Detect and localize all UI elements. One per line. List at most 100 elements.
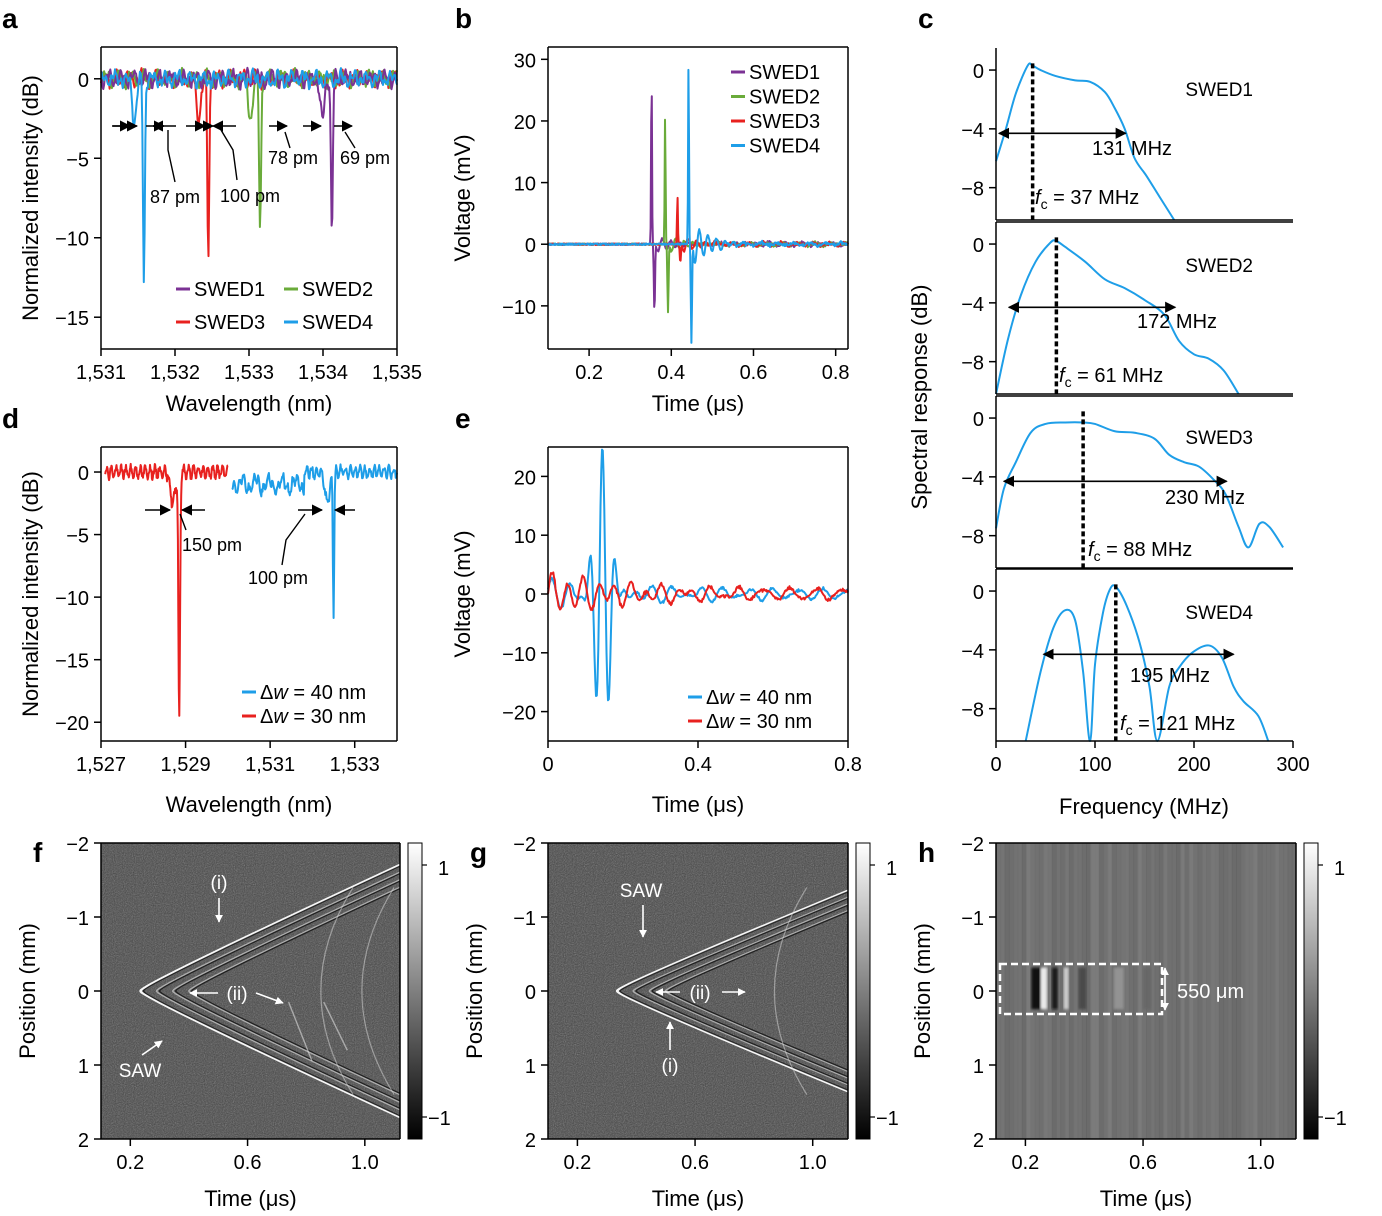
y-axis-label-c: Spectral response (dB) — [907, 285, 932, 510]
d-xtick-label: 1,531 — [245, 754, 295, 776]
stripe — [1026, 843, 1032, 1139]
c-2-ytick-label: −4 — [961, 294, 984, 316]
subplot-swed1: 0 −4 −8 131 MHz SWED1 fc = 37 MHz — [961, 48, 1294, 221]
legend-delta: Δ — [260, 706, 273, 728]
stripe — [1107, 843, 1113, 1139]
e-xtick-label: 0.4 — [684, 754, 712, 776]
annotation-550um: 550 μm — [1177, 981, 1244, 1003]
panel-label-d: d — [2, 403, 19, 434]
d-ytick-label: −10 — [55, 588, 89, 610]
d-xtick-label: 1,527 — [76, 754, 126, 776]
c-3-ytick-label: −8 — [961, 527, 984, 549]
a-ytick-label: −10 — [55, 229, 89, 251]
stripe — [1171, 843, 1177, 1139]
stripe — [1000, 843, 1006, 1139]
legend-label-swed2: SWED2 — [749, 87, 820, 109]
wavefront-dark — [142, 865, 400, 1117]
wavefront-dark — [619, 891, 848, 1091]
legend-label-swed1: SWED1 — [194, 279, 265, 301]
legend-label-swed3: SWED3 — [194, 312, 265, 334]
stripe — [1150, 843, 1156, 1139]
annotation-150pm: 150 pm — [182, 535, 242, 555]
b-xtick-label: 0.8 — [822, 362, 850, 384]
c-4-ytick-label: −8 — [961, 700, 984, 722]
stripe — [1103, 843, 1109, 1139]
secondary-front — [361, 887, 395, 1095]
response-curve-swed2 — [995, 239, 1240, 395]
series-swed3 — [547, 196, 849, 262]
wavefront-dark — [667, 911, 848, 1071]
annotation-saw: SAW — [119, 1061, 162, 1082]
axes-frame-c-1 — [995, 48, 1293, 221]
wavefront — [155, 871, 400, 1111]
x-axis-label-b: Time (μs) — [652, 391, 745, 416]
x-axis-label-h: Time (μs) — [1100, 1186, 1193, 1211]
ytick-label: 2 — [78, 1130, 89, 1152]
stripe — [1086, 843, 1092, 1139]
secondary-front — [320, 887, 354, 1095]
legend-delta: Δ — [260, 682, 273, 704]
stripe — [1008, 843, 1015, 1139]
annotation-saw: SAW — [620, 881, 663, 902]
signal-band — [1078, 967, 1087, 1010]
x-axis-label-f: Time (μs) — [204, 1186, 297, 1211]
d-ytick-label: −20 — [55, 713, 89, 735]
stripe — [1098, 843, 1105, 1139]
stripe — [1287, 843, 1293, 1139]
response-curve-swed1 — [995, 62, 1176, 221]
stripe — [1266, 843, 1272, 1139]
stripe — [1261, 843, 1267, 1139]
stripe — [1218, 843, 1225, 1139]
fc-symbol: f — [1035, 187, 1043, 209]
ytick-label: 1 — [78, 1056, 89, 1078]
ytick-label: −1 — [513, 908, 536, 930]
x-axis-label-a: Wavelength (nm) — [166, 391, 333, 416]
d-xtick-label: 1,533 — [330, 754, 380, 776]
axes-frame-c-2 — [995, 221, 1293, 395]
panel-label-g: g — [470, 837, 487, 868]
heatmap-noise — [548, 843, 848, 1139]
heatmap-content — [548, 843, 848, 1139]
b-ytick-label: 10 — [514, 174, 536, 196]
ytick-label: −2 — [961, 834, 984, 856]
fc-subscript: c — [1094, 548, 1101, 564]
fc-subscript: c — [1041, 196, 1048, 212]
ytick-label: −1 — [66, 908, 89, 930]
legend-value: = 30 nm — [288, 706, 366, 728]
stripe — [1188, 843, 1195, 1139]
y-axis-label-e: Voltage (mV) — [450, 530, 475, 657]
c-3-ytick-label: −4 — [961, 468, 984, 490]
wavefront — [188, 886, 400, 1096]
stripe — [996, 843, 1002, 1139]
legend-label-swed4: SWED4 — [749, 136, 820, 158]
series-dw-30 — [104, 462, 229, 717]
e-ytick-label: 20 — [514, 467, 536, 489]
colorbar-g — [855, 842, 871, 1140]
legend-label-swed1: SWED1 — [749, 62, 820, 84]
wavefront — [616, 889, 848, 1093]
legend-w: w — [273, 706, 289, 728]
y-axis-label-d: Normalized intensity (dB) — [18, 471, 43, 717]
ytick-label: 0 — [973, 982, 984, 1004]
stripe — [1094, 843, 1100, 1139]
fc-value: = 61 MHz — [1072, 365, 1164, 387]
e-ytick-label: −10 — [502, 644, 536, 666]
d-ytick-label: 0 — [78, 463, 89, 485]
stripe — [1124, 843, 1130, 1139]
c-xtick-label: 300 — [1276, 754, 1309, 776]
stripe — [1270, 843, 1276, 1139]
y-axis-label-g: Position (mm) — [462, 923, 487, 1059]
stripe — [1206, 843, 1212, 1139]
y-axis-label-a: Normalized intensity (dB) — [18, 75, 43, 321]
colorbar-label-max: 1 — [438, 858, 449, 880]
a-ytick-label: 0 — [78, 70, 89, 92]
bandwidth-label-swed4: 195 MHz — [1130, 665, 1210, 687]
chart-h: −2 −1 0 1 2 0.2 0.6 1.0 Time (μs) Position (mm) 1 −… — [910, 834, 1347, 1211]
subplot-title-swed3: SWED3 — [1185, 428, 1253, 449]
stripe — [1278, 843, 1285, 1139]
c-2-ytick-label: 0 — [973, 235, 984, 257]
ytick-label: 1 — [973, 1056, 984, 1078]
panel-label-c: c — [918, 3, 934, 34]
legend-label-swed2: SWED2 — [302, 279, 373, 301]
signal-band — [1143, 967, 1152, 1010]
